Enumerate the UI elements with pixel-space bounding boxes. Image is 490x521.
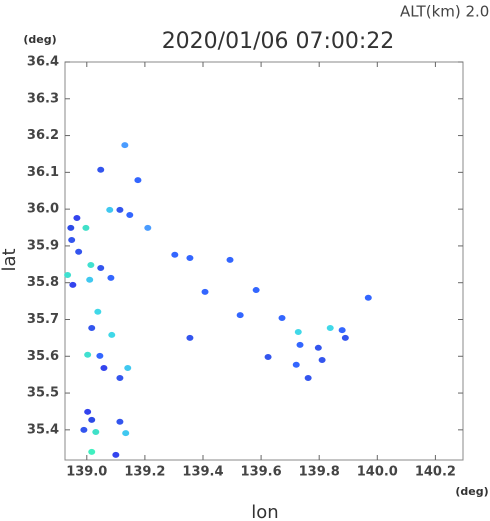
echo-point bbox=[314, 344, 322, 351]
echo-point bbox=[67, 224, 75, 231]
echo-point bbox=[341, 334, 349, 341]
echo-point bbox=[69, 281, 77, 288]
y-axis-label: lat bbox=[0, 248, 20, 271]
x-tick-label: 139.6 bbox=[241, 465, 282, 480]
echo-point bbox=[236, 312, 244, 319]
echo-point bbox=[124, 365, 132, 372]
echo-point bbox=[318, 356, 326, 363]
echo-point bbox=[186, 255, 194, 262]
echo-point bbox=[134, 177, 142, 184]
echo-point bbox=[108, 331, 116, 338]
echo-point bbox=[304, 374, 312, 381]
x-tick-label: 140.2 bbox=[415, 465, 456, 480]
x-tick-label: 139.4 bbox=[182, 465, 223, 480]
y-unit: (deg) bbox=[23, 33, 56, 46]
echo-point bbox=[121, 142, 129, 149]
echo-point bbox=[126, 212, 134, 219]
echo-point bbox=[84, 408, 92, 415]
echo-point bbox=[296, 341, 304, 348]
echo-point bbox=[100, 365, 108, 372]
echo-point bbox=[106, 206, 114, 213]
echo-point bbox=[186, 334, 194, 341]
x-tick-label: 139.8 bbox=[299, 465, 340, 480]
altitude-label: ALT(km) 2.0 bbox=[400, 3, 489, 21]
echo-point bbox=[97, 264, 105, 271]
echo-point bbox=[96, 352, 104, 359]
echo-point bbox=[116, 374, 124, 381]
y-tick-label: 35.7 bbox=[27, 312, 59, 327]
y-tick-label: 36.2 bbox=[27, 128, 59, 143]
echo-point bbox=[122, 430, 130, 437]
x-axis-label: lon bbox=[251, 502, 278, 521]
echo-point bbox=[88, 416, 96, 423]
echo-point bbox=[86, 276, 94, 283]
echo-point bbox=[116, 206, 124, 213]
echo-point bbox=[201, 288, 209, 295]
y-tick-label: 35.6 bbox=[27, 349, 59, 364]
x-tick-label: 139.2 bbox=[124, 465, 165, 480]
y-tick-label: 36.1 bbox=[27, 165, 59, 180]
x-tick-label: 140.0 bbox=[357, 465, 398, 480]
echo-point bbox=[294, 328, 302, 335]
echo-point bbox=[64, 271, 72, 278]
y-tick-label: 35.9 bbox=[27, 238, 59, 253]
echo-point bbox=[75, 248, 83, 255]
echo-point bbox=[97, 166, 105, 173]
y-tick-label: 35.5 bbox=[27, 386, 59, 401]
y-tick-label: 35.4 bbox=[27, 422, 59, 437]
echo-point bbox=[338, 327, 346, 334]
echo-point bbox=[144, 224, 152, 231]
y-tick-label: 36.3 bbox=[27, 91, 59, 106]
x-unit: (deg) bbox=[455, 485, 488, 498]
echo-point bbox=[107, 274, 115, 281]
y-tick-label: 35.8 bbox=[27, 275, 59, 290]
x-tick-label: 139.0 bbox=[66, 465, 107, 480]
echo-point bbox=[92, 429, 100, 436]
echo-point bbox=[80, 426, 88, 433]
chart-title: 2020/01/06 07:00:22 bbox=[162, 29, 395, 54]
echo-point bbox=[73, 214, 81, 221]
echo-point bbox=[112, 451, 120, 458]
y-tick-label: 36.4 bbox=[27, 55, 59, 70]
echo-point bbox=[116, 418, 124, 425]
echo-point bbox=[264, 354, 272, 361]
echo-point bbox=[94, 308, 102, 315]
echo-point bbox=[226, 256, 234, 263]
y-tick-label: 36.0 bbox=[27, 202, 59, 217]
echo-point bbox=[84, 351, 92, 358]
echo-point bbox=[252, 287, 260, 294]
echo-point bbox=[278, 315, 286, 322]
echo-point bbox=[171, 251, 179, 258]
echo-point bbox=[88, 448, 96, 455]
echo-point bbox=[87, 262, 95, 269]
echo-point bbox=[292, 361, 300, 368]
echo-point bbox=[68, 237, 76, 244]
echo-point bbox=[82, 224, 90, 231]
echo-point bbox=[88, 324, 96, 331]
plot-frame bbox=[64, 61, 464, 461]
echo-point bbox=[364, 294, 372, 301]
echo-point bbox=[326, 324, 334, 331]
